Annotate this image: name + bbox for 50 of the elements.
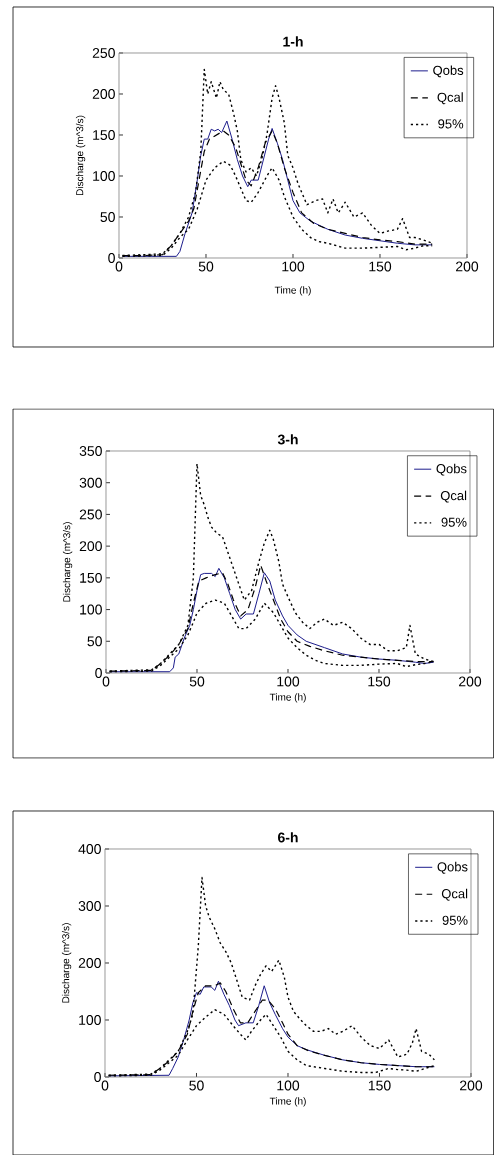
y-tick-label: 0 <box>108 253 115 263</box>
y-tick-label: 250 <box>92 48 115 58</box>
y-tick-label: 250 <box>79 509 102 520</box>
y-tick-label: 150 <box>93 130 115 140</box>
x-tick-label: 100 <box>277 676 300 687</box>
x-tick-label: 50 <box>189 1080 204 1091</box>
y-tick-label: 150 <box>80 572 102 583</box>
legend-label: Qobs <box>433 65 464 78</box>
legend-label: Qcal <box>440 490 467 503</box>
y-tick-label: 50 <box>87 636 102 647</box>
x-tick-label: 150 <box>368 676 391 687</box>
y-tick-label: 50 <box>100 212 115 222</box>
x-axis-title: Time (h) <box>269 1097 306 1107</box>
legend-label: 95% <box>438 119 464 129</box>
y-tick-label: 400 <box>78 844 101 854</box>
y-tick-label: 0 <box>94 1072 101 1082</box>
y-tick-label: 200 <box>79 541 102 552</box>
x-tick-label: 0 <box>115 261 123 272</box>
x-tick-label: 150 <box>368 1080 391 1091</box>
y-tick-label: 100 <box>80 604 102 615</box>
x-axis-title: Time (h) <box>269 693 306 703</box>
y-tick-label: 0 <box>95 668 102 678</box>
x-tick-label: 100 <box>282 261 305 272</box>
y-tick-label: 350 <box>79 446 102 456</box>
legend-label: 95% <box>442 915 468 925</box>
legend-label: 95% <box>441 517 467 527</box>
y-axis-title: Discharge (m^3/s) <box>75 115 86 196</box>
x-tick-label: 50 <box>198 261 214 272</box>
y-tick-label: 200 <box>78 958 101 968</box>
x-tick-label: 200 <box>456 261 479 272</box>
legend-label: Qcal <box>437 92 463 105</box>
chart-title: 1-h <box>283 36 303 47</box>
x-tick-label: 150 <box>369 261 392 272</box>
x-tick-label: 200 <box>459 676 482 687</box>
y-tick-label: 300 <box>79 477 102 488</box>
y-tick-label: 100 <box>93 171 115 181</box>
legend-label: Qobs <box>436 463 467 476</box>
y-axis-title: Discharge (m^3/s) <box>62 522 73 602</box>
x-tick-label: 50 <box>189 676 205 687</box>
chart-title: 3-h <box>277 434 298 445</box>
legend-label: Qobs <box>437 861 468 874</box>
legend-label: Qcal <box>441 888 468 901</box>
y-tick-label: 300 <box>78 901 101 911</box>
y-axis-title: Discharge (m^3/s) <box>61 923 72 1003</box>
chart-title: 6-h <box>278 832 298 843</box>
y-tick-label: 100 <box>79 1015 101 1025</box>
x-axis-title: Time (h) <box>274 286 311 296</box>
x-tick-label: 100 <box>277 1080 300 1091</box>
y-tick-label: 200 <box>92 89 115 99</box>
x-tick-label: 200 <box>460 1080 483 1091</box>
